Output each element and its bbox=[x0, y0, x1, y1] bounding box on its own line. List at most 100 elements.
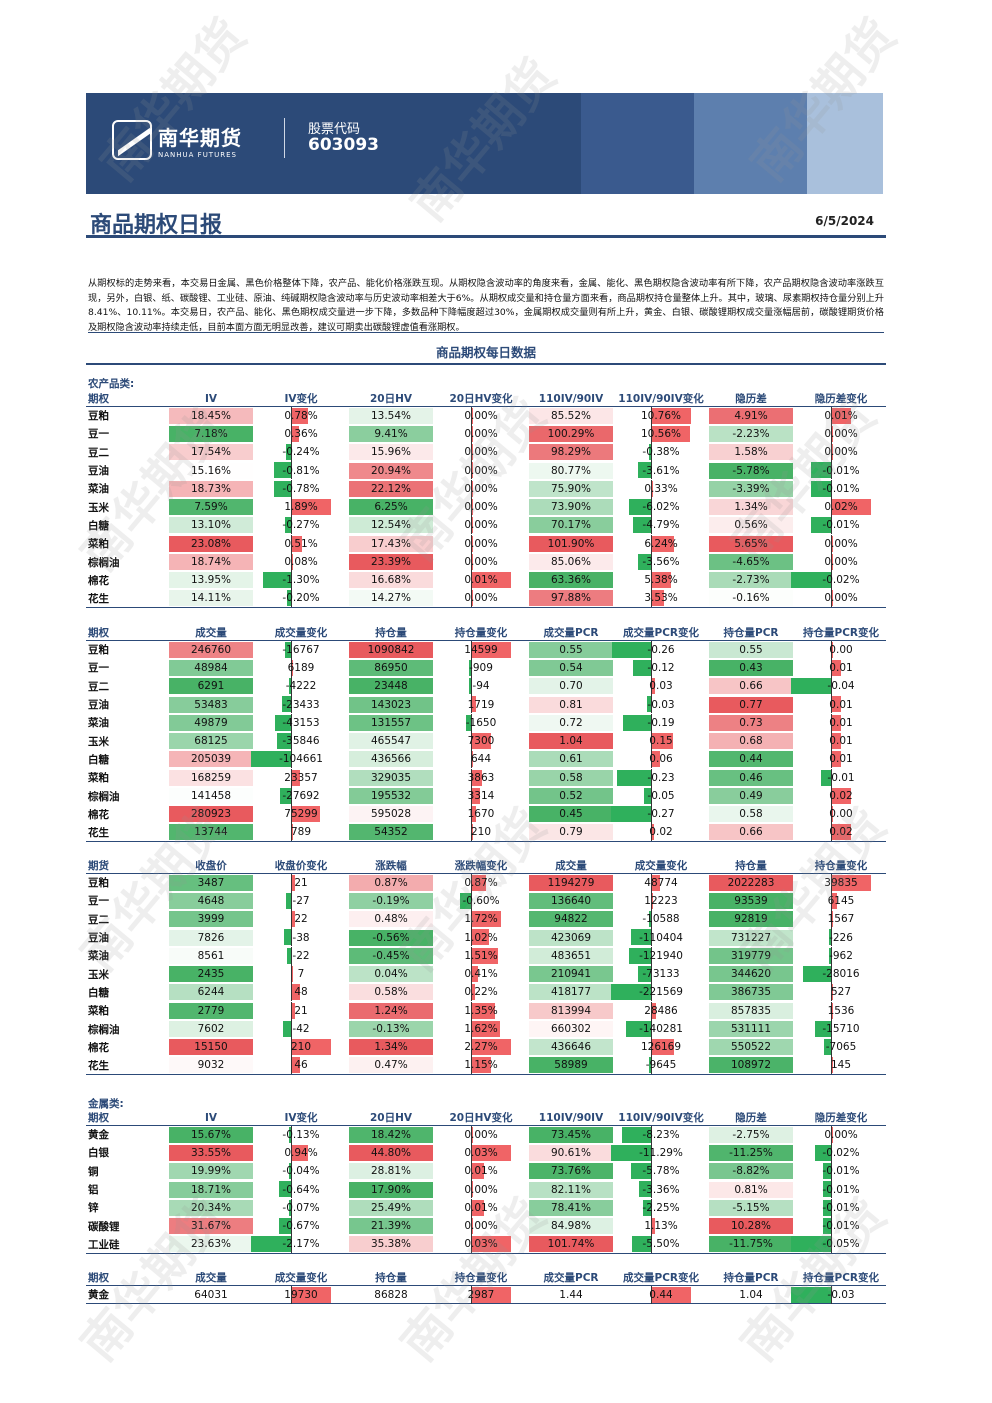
data-cell: 0.00% bbox=[436, 497, 526, 516]
cell-value: 195532 bbox=[349, 788, 433, 805]
agri-options-volume-table: 期权 成交量 成交量变化 持仓量 持仓量变化 成交量PCR 成交量PCR变化 持仓量PCR 持仓… bbox=[86, 625, 886, 843]
cell-value: 0.01 bbox=[829, 661, 853, 674]
bar-axis bbox=[651, 1286, 652, 1304]
data-cell: 15.67% bbox=[166, 1126, 256, 1144]
data-bar bbox=[611, 806, 651, 823]
data-cell: 7826 bbox=[166, 928, 256, 946]
cell-value: 17.90% bbox=[349, 1181, 433, 1198]
table-row: 工业硅 23.63% -2.17% 35.38% 0.03% 101.74% -5.50% -… bbox=[86, 1235, 886, 1255]
data-cell: 0.00% bbox=[796, 443, 886, 462]
data-bar bbox=[285, 642, 291, 658]
bar-axis bbox=[291, 552, 292, 571]
cell-value: 0.48% bbox=[349, 911, 433, 928]
data-cell: 857835 bbox=[706, 1002, 796, 1020]
data-bar bbox=[631, 1163, 651, 1180]
bar-axis bbox=[471, 786, 472, 805]
data-bar bbox=[287, 590, 291, 607]
cell-value: 7826 bbox=[169, 929, 253, 946]
table-row: 豆二 17.54% -0.24% 15.96% 0.00% 98.29% -0.38% 1.5… bbox=[86, 443, 886, 462]
cell-value: 527 bbox=[830, 986, 852, 999]
cell-value: 4648 bbox=[169, 892, 253, 909]
column-header: 期货 bbox=[86, 858, 166, 874]
bar-axis bbox=[831, 571, 832, 590]
bar-axis bbox=[651, 1038, 652, 1057]
data-bar bbox=[287, 947, 291, 964]
cell-value: 344620 bbox=[709, 966, 793, 983]
data-bar bbox=[471, 947, 498, 964]
table-row: 黄金 64031 19730 86828 2987 1.44 0.44 1.04 -0.03 bbox=[86, 1285, 886, 1305]
data-cell: -909 bbox=[436, 658, 526, 677]
data-cell: 2779 bbox=[166, 1002, 256, 1020]
data-cell: -0.04% bbox=[256, 1162, 346, 1181]
data-cell: -0.01% bbox=[796, 1162, 886, 1181]
cell-value: -0.05% bbox=[822, 1238, 860, 1251]
cell-value: 13.54% bbox=[349, 407, 433, 424]
data-cell: 85.52% bbox=[526, 407, 616, 425]
bar-axis bbox=[291, 731, 292, 750]
bar-axis bbox=[831, 479, 832, 498]
cell-value: 280923 bbox=[169, 806, 253, 823]
column-header: 成交量 bbox=[526, 858, 616, 874]
cell-value: 7300 bbox=[467, 735, 495, 748]
cell-value: -0.78% bbox=[282, 482, 320, 495]
cell-value: 0.49 bbox=[709, 788, 793, 805]
cell-value: -0.01% bbox=[822, 519, 860, 532]
data-cell: -0.13% bbox=[256, 1126, 346, 1144]
cell-value: 18.71% bbox=[169, 1181, 253, 1198]
stock-code-value: 603093 bbox=[308, 135, 379, 155]
table-header-row: 期权 成交量 成交量变化 持仓量 持仓量变化 成交量PCR 成交量PCR变化 持仓量PCR 持仓… bbox=[86, 625, 886, 641]
cell-value: -0.56% bbox=[349, 929, 433, 946]
data-bar bbox=[471, 590, 473, 607]
cell-value: 0.00% bbox=[464, 501, 498, 514]
cell-value: 0.36% bbox=[284, 427, 318, 440]
bar-axis bbox=[471, 571, 472, 590]
bar-axis bbox=[291, 1001, 292, 1020]
bar-axis bbox=[471, 1019, 472, 1038]
cell-value: -5.78% bbox=[709, 462, 793, 479]
bar-axis bbox=[291, 641, 292, 659]
data-bar bbox=[460, 892, 471, 909]
bar-axis bbox=[831, 891, 832, 910]
data-cell: -0.01% bbox=[796, 1216, 886, 1235]
cell-value: -0.01% bbox=[822, 1165, 860, 1178]
data-cell: -0.64% bbox=[256, 1180, 346, 1199]
data-bar bbox=[471, 517, 473, 534]
table-row: 豆油 53483 -23433 143023 1719 0.81 -0.03 0.77 0.01 bbox=[86, 695, 886, 714]
data-cell: -5.50% bbox=[616, 1235, 706, 1255]
cell-value: 22.12% bbox=[349, 480, 433, 497]
cell-value: 19730 bbox=[284, 1288, 318, 1301]
cell-value: -3.61% bbox=[642, 464, 680, 477]
data-cell: -38 bbox=[256, 928, 346, 947]
data-cell: 0.04% bbox=[346, 965, 436, 983]
cell-value: 92819 bbox=[709, 911, 793, 928]
cell-value: 0.54 bbox=[529, 659, 613, 676]
bar-axis bbox=[651, 552, 652, 571]
cell-value: 21 bbox=[294, 876, 308, 889]
cell-value: 2987 bbox=[467, 1288, 495, 1301]
cell-value: -23433 bbox=[282, 698, 320, 711]
data-bar bbox=[811, 480, 831, 497]
bar-axis bbox=[651, 516, 652, 535]
bar-axis bbox=[471, 805, 472, 824]
data-cell: 0.41% bbox=[436, 964, 526, 983]
bar-axis bbox=[471, 1180, 472, 1199]
data-cell: 0.55 bbox=[706, 641, 796, 659]
bar-axis bbox=[831, 750, 832, 769]
data-cell: 18.45% bbox=[166, 407, 256, 425]
cell-value: 319779 bbox=[709, 947, 793, 964]
data-bar bbox=[471, 1181, 473, 1198]
cell-value: 789 bbox=[290, 826, 312, 839]
logo-name-en: NANHUA FUTURES bbox=[158, 150, 237, 159]
cell-value: 1670 bbox=[467, 808, 495, 821]
data-bar bbox=[471, 1057, 491, 1074]
cell-value: 0.00% bbox=[824, 556, 858, 569]
header-banner bbox=[86, 93, 883, 194]
data-bar bbox=[611, 1144, 651, 1161]
table-row: 碳酸锂 31.67% -0.67% 21.39% 0.00% 84.98% 1.13% 10.… bbox=[86, 1216, 886, 1235]
bar-axis bbox=[291, 1235, 292, 1254]
data-cell: 0.61 bbox=[526, 750, 616, 768]
table-row: 棕榈油 141458 -27692 195532 3314 0.52 -0.05 0.49 0.… bbox=[86, 786, 886, 805]
bar-axis bbox=[291, 677, 292, 696]
data-cell: 6189 bbox=[256, 658, 346, 677]
cell-value: -10588 bbox=[642, 913, 680, 926]
